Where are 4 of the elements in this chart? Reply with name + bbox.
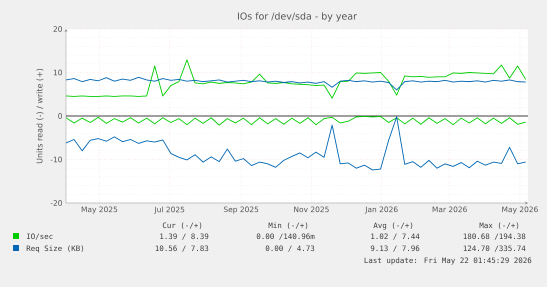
- line-series: [66, 116, 526, 126]
- chart-title: IOs for /dev/sda - by year: [238, 12, 357, 22]
- line-series: [66, 76, 526, 90]
- line-series: [66, 116, 526, 170]
